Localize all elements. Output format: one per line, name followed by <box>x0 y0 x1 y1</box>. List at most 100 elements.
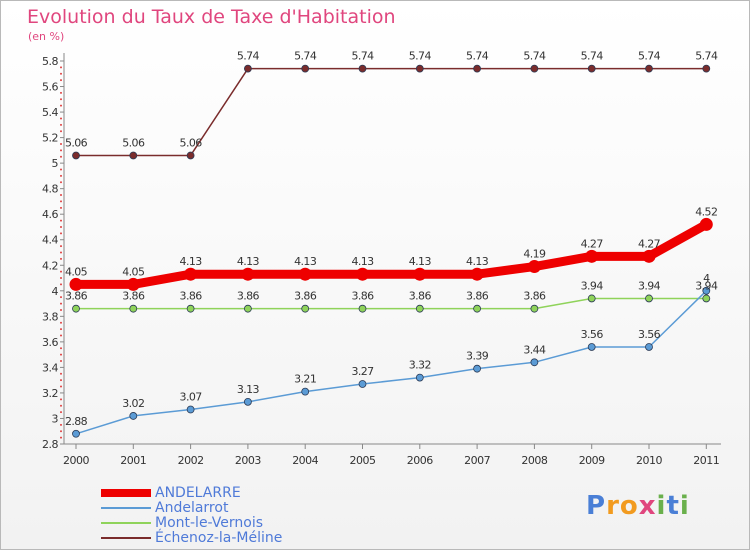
data-label: 4.13 <box>237 255 260 268</box>
data-point <box>72 304 80 313</box>
data-label: 4.52 <box>695 205 717 218</box>
y-minor-tick <box>60 411 62 414</box>
legend-swatch <box>101 522 151 524</box>
y-minor-tick <box>60 245 62 248</box>
data-label: 3.94 <box>581 279 604 292</box>
logo-letter: t <box>666 491 680 521</box>
logo-letter: i <box>679 491 690 521</box>
y-tick-label: 2.8 <box>42 438 58 451</box>
data-label: 3.56 <box>581 328 604 341</box>
y-minor-tick <box>60 302 62 305</box>
data-label: 4.19 <box>523 248 546 261</box>
y-minor-tick <box>60 372 62 375</box>
y-minor-tick <box>60 174 62 177</box>
y-tick-label: 5 <box>52 157 59 170</box>
data-point <box>243 304 252 313</box>
y-minor-tick <box>60 353 62 356</box>
y-minor-tick <box>60 117 62 120</box>
y-tick-label: 5.6 <box>42 81 58 94</box>
data-point <box>702 294 711 303</box>
y-minor-tick <box>60 142 62 145</box>
y-minor-tick <box>60 328 62 331</box>
data-point <box>473 64 482 73</box>
y-minor-tick <box>60 321 62 324</box>
data-label: 5.74 <box>523 50 546 63</box>
data-point <box>642 249 656 263</box>
data-label: 3.86 <box>351 290 374 303</box>
data-label: 3.27 <box>351 365 374 378</box>
data-point <box>72 151 80 160</box>
data-point <box>413 267 427 281</box>
legend-item: Andelarrot <box>101 500 341 516</box>
data-point <box>645 64 653 73</box>
logo-letter: x <box>638 491 657 521</box>
data-label: 3.86 <box>294 290 317 303</box>
data-label: 4 <box>703 272 710 285</box>
logo-letter: i <box>656 491 667 521</box>
proxiti-logo: Proxiti <box>586 491 690 521</box>
y-tick-label: 3.4 <box>42 361 58 374</box>
y-tick-label: 4.6 <box>42 208 58 221</box>
data-point <box>702 64 711 73</box>
data-label: 3.86 <box>409 290 432 303</box>
chart-title: Evolution du Taux de Taxe d'Habitation <box>27 6 396 28</box>
data-point <box>587 294 596 303</box>
legend-item: Mont-le-Vernois <box>101 515 341 531</box>
data-point <box>301 304 310 313</box>
data-label: 5.74 <box>351 50 374 63</box>
y-minor-tick <box>60 379 62 382</box>
data-label: 4.05 <box>122 265 145 278</box>
legend-swatch <box>101 489 151 497</box>
x-tick-label: 2010 <box>636 454 662 467</box>
data-point <box>587 64 596 73</box>
data-point <box>473 304 482 313</box>
y-minor-tick <box>60 257 62 260</box>
y-minor-tick <box>60 232 62 235</box>
data-point <box>585 249 599 263</box>
data-point <box>702 286 711 295</box>
y-minor-tick <box>60 334 62 337</box>
y-minor-tick <box>60 66 62 69</box>
series-line-Andelarrot <box>75 290 708 435</box>
data-point <box>126 277 140 291</box>
y-minor-tick <box>60 79 62 82</box>
series-line-ANDELARRE <box>71 219 711 289</box>
data-label: 5.74 <box>581 50 604 63</box>
y-tick-label: 4.2 <box>42 259 58 272</box>
y-minor-tick <box>60 219 62 222</box>
data-point <box>301 64 310 73</box>
y-minor-tick <box>60 104 62 107</box>
data-label: 4.13 <box>294 255 317 268</box>
y-tick-label: 5.2 <box>42 132 58 145</box>
x-tick-label: 2007 <box>464 454 490 467</box>
data-label: 3.39 <box>466 350 489 363</box>
y-minor-tick <box>60 91 62 94</box>
data-point <box>358 380 367 388</box>
y-minor-tick <box>60 130 62 133</box>
y-minor-tick <box>60 149 62 152</box>
legend-label: Andelarrot <box>155 500 229 516</box>
chart-unit-label: (en %) <box>28 30 65 43</box>
y-minor-tick <box>60 296 62 299</box>
data-label: 3.86 <box>65 290 88 303</box>
data-label: 3.86 <box>466 290 489 303</box>
data-label: 5.74 <box>695 50 718 63</box>
y-minor-tick <box>60 155 62 158</box>
x-tick-label: 2001 <box>120 454 146 467</box>
x-tick-label: 2003 <box>235 454 261 467</box>
y-minor-tick <box>60 423 62 426</box>
logo-letter: r <box>606 491 620 521</box>
data-label: 4.13 <box>466 255 489 268</box>
legend-label: ANDELARRE <box>155 485 241 501</box>
data-point <box>129 304 138 313</box>
data-point <box>530 304 539 313</box>
data-point <box>241 267 255 281</box>
data-label: 3.94 <box>638 279 661 292</box>
data-point <box>243 64 252 73</box>
data-point <box>645 343 653 351</box>
data-point <box>415 304 424 313</box>
data-point <box>129 412 138 420</box>
y-minor-tick <box>60 98 62 101</box>
y-minor-tick <box>60 430 62 433</box>
